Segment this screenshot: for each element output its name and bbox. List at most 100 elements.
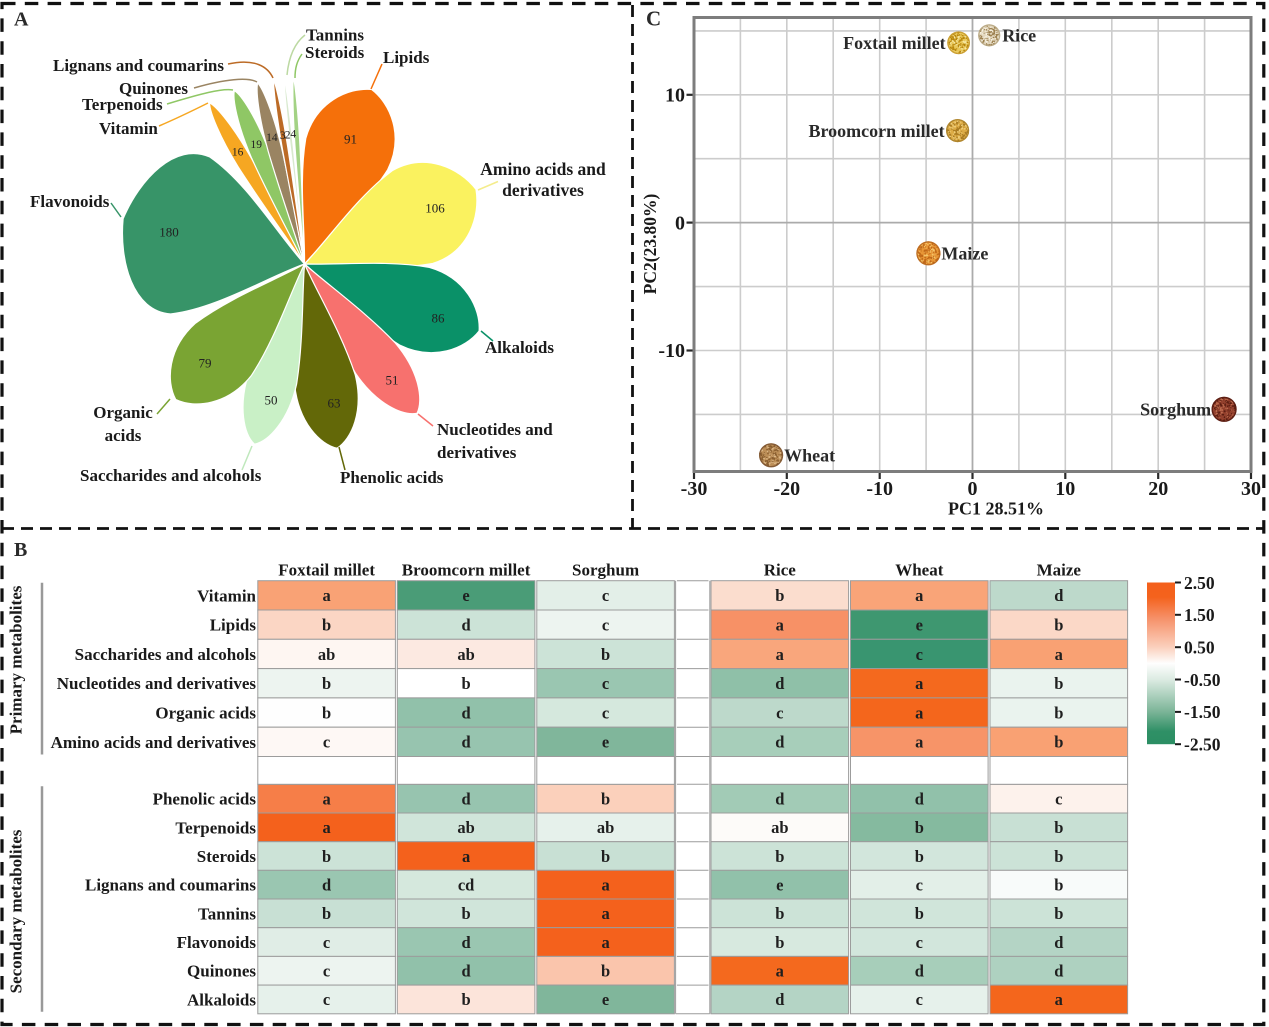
svg-text:Secondary metabolites: Secondary metabolites	[7, 829, 26, 993]
svg-text:Primary metabolites: Primary metabolites	[7, 585, 26, 734]
svg-text:Amino acids and: Amino acids and	[480, 159, 606, 179]
svg-text:c: c	[323, 733, 330, 752]
svg-text:a: a	[1055, 645, 1063, 664]
svg-text:86: 86	[432, 311, 446, 326]
svg-text:cd: cd	[458, 876, 475, 895]
svg-text:d: d	[462, 703, 471, 722]
svg-text:d: d	[462, 733, 471, 752]
svg-text:c: c	[323, 990, 330, 1009]
svg-text:derivatives: derivatives	[502, 180, 584, 200]
svg-text:ab: ab	[597, 818, 614, 837]
svg-text:d: d	[1054, 933, 1063, 952]
svg-text:19: 19	[251, 139, 263, 151]
svg-text:d: d	[915, 789, 924, 808]
svg-text:-1.50: -1.50	[1184, 702, 1221, 722]
svg-text:b: b	[322, 703, 331, 722]
svg-text:e: e	[776, 876, 783, 895]
svg-text:b: b	[915, 904, 924, 923]
svg-text:a: a	[915, 733, 923, 752]
svg-text:106: 106	[425, 201, 445, 216]
svg-text:Amino acids and derivatives: Amino acids and derivatives	[51, 733, 257, 752]
svg-text:C: C	[646, 7, 661, 31]
svg-text:a: a	[915, 586, 923, 605]
svg-text:B: B	[14, 539, 27, 561]
svg-text:b: b	[1054, 904, 1063, 923]
svg-text:acids: acids	[105, 426, 142, 445]
svg-text:b: b	[775, 904, 784, 923]
svg-text:91: 91	[344, 132, 357, 147]
svg-text:Saccharides and alcohols: Saccharides and alcohols	[75, 645, 257, 664]
svg-text:d: d	[462, 789, 471, 808]
svg-text:Sorghum: Sorghum	[572, 561, 639, 580]
svg-text:a: a	[322, 818, 330, 837]
svg-text:a: a	[462, 847, 470, 866]
svg-text:a: a	[322, 789, 330, 808]
svg-text:10: 10	[1055, 478, 1075, 500]
svg-text:b: b	[1054, 847, 1063, 866]
svg-text:a: a	[601, 876, 609, 895]
svg-text:b: b	[601, 847, 610, 866]
svg-text:d: d	[775, 990, 784, 1009]
svg-text:Broomcorn millet: Broomcorn millet	[402, 561, 531, 580]
svg-text:10: 10	[665, 85, 685, 107]
svg-text:e: e	[462, 586, 469, 605]
svg-text:derivatives: derivatives	[437, 443, 517, 462]
svg-text:Tannins: Tannins	[198, 904, 256, 923]
svg-text:d: d	[1054, 586, 1063, 605]
svg-text:c: c	[776, 703, 783, 722]
svg-text:Quinones: Quinones	[187, 962, 256, 981]
svg-text:a: a	[776, 645, 784, 664]
svg-text:PC2(23.80%): PC2(23.80%)	[640, 194, 660, 295]
svg-text:2: 2	[285, 130, 291, 142]
svg-text:50: 50	[265, 393, 278, 408]
svg-text:PC1 28.51%: PC1 28.51%	[948, 499, 1044, 519]
svg-text:b: b	[1054, 674, 1063, 693]
svg-text:a: a	[776, 962, 784, 981]
svg-text:-20: -20	[773, 478, 800, 500]
svg-text:c: c	[323, 933, 330, 952]
svg-text:Alkaloids: Alkaloids	[187, 990, 256, 1009]
svg-text:b: b	[1054, 733, 1063, 752]
svg-text:Rice: Rice	[764, 561, 797, 580]
svg-text:a: a	[322, 586, 330, 605]
svg-text:c: c	[916, 933, 923, 952]
svg-text:Phenolic acids: Phenolic acids	[153, 790, 257, 809]
svg-text:b: b	[1054, 818, 1063, 837]
svg-text:79: 79	[199, 356, 212, 371]
svg-text:b: b	[775, 847, 784, 866]
svg-text:-2.50: -2.50	[1184, 735, 1221, 755]
svg-text:a: a	[601, 933, 609, 952]
svg-text:Lignans and coumarins: Lignans and coumarins	[85, 876, 256, 895]
svg-text:c: c	[916, 876, 923, 895]
svg-text:a: a	[601, 904, 609, 923]
svg-text:b: b	[322, 674, 331, 693]
svg-text:Rice: Rice	[1002, 26, 1036, 46]
svg-text:b: b	[775, 933, 784, 952]
svg-text:3: 3	[280, 130, 286, 142]
svg-text:Phenolic acids: Phenolic acids	[340, 468, 444, 487]
svg-text:d: d	[462, 615, 471, 634]
svg-text:a: a	[915, 703, 923, 722]
svg-text:16: 16	[232, 147, 244, 159]
svg-text:Tannins: Tannins	[306, 26, 364, 45]
svg-text:-10: -10	[658, 340, 685, 362]
svg-text:-0.50: -0.50	[1184, 670, 1221, 690]
svg-text:d: d	[462, 933, 471, 952]
svg-text:Lipids: Lipids	[210, 616, 257, 635]
svg-text:d: d	[322, 876, 331, 895]
svg-text:Nucleotides and derivatives: Nucleotides and derivatives	[57, 674, 257, 693]
svg-text:e: e	[602, 733, 609, 752]
svg-text:c: c	[323, 962, 330, 981]
svg-text:Wheat: Wheat	[895, 561, 944, 580]
svg-text:b: b	[462, 674, 471, 693]
svg-text:Maize: Maize	[1037, 561, 1082, 580]
svg-text:ab: ab	[457, 645, 474, 664]
svg-text:b: b	[462, 990, 471, 1009]
svg-text:b: b	[1054, 703, 1063, 722]
svg-text:c: c	[916, 990, 923, 1009]
svg-text:b: b	[915, 818, 924, 837]
svg-text:b: b	[1054, 876, 1063, 895]
svg-text:1.50: 1.50	[1184, 605, 1215, 625]
svg-text:c: c	[602, 615, 609, 634]
svg-text:0: 0	[675, 212, 685, 234]
